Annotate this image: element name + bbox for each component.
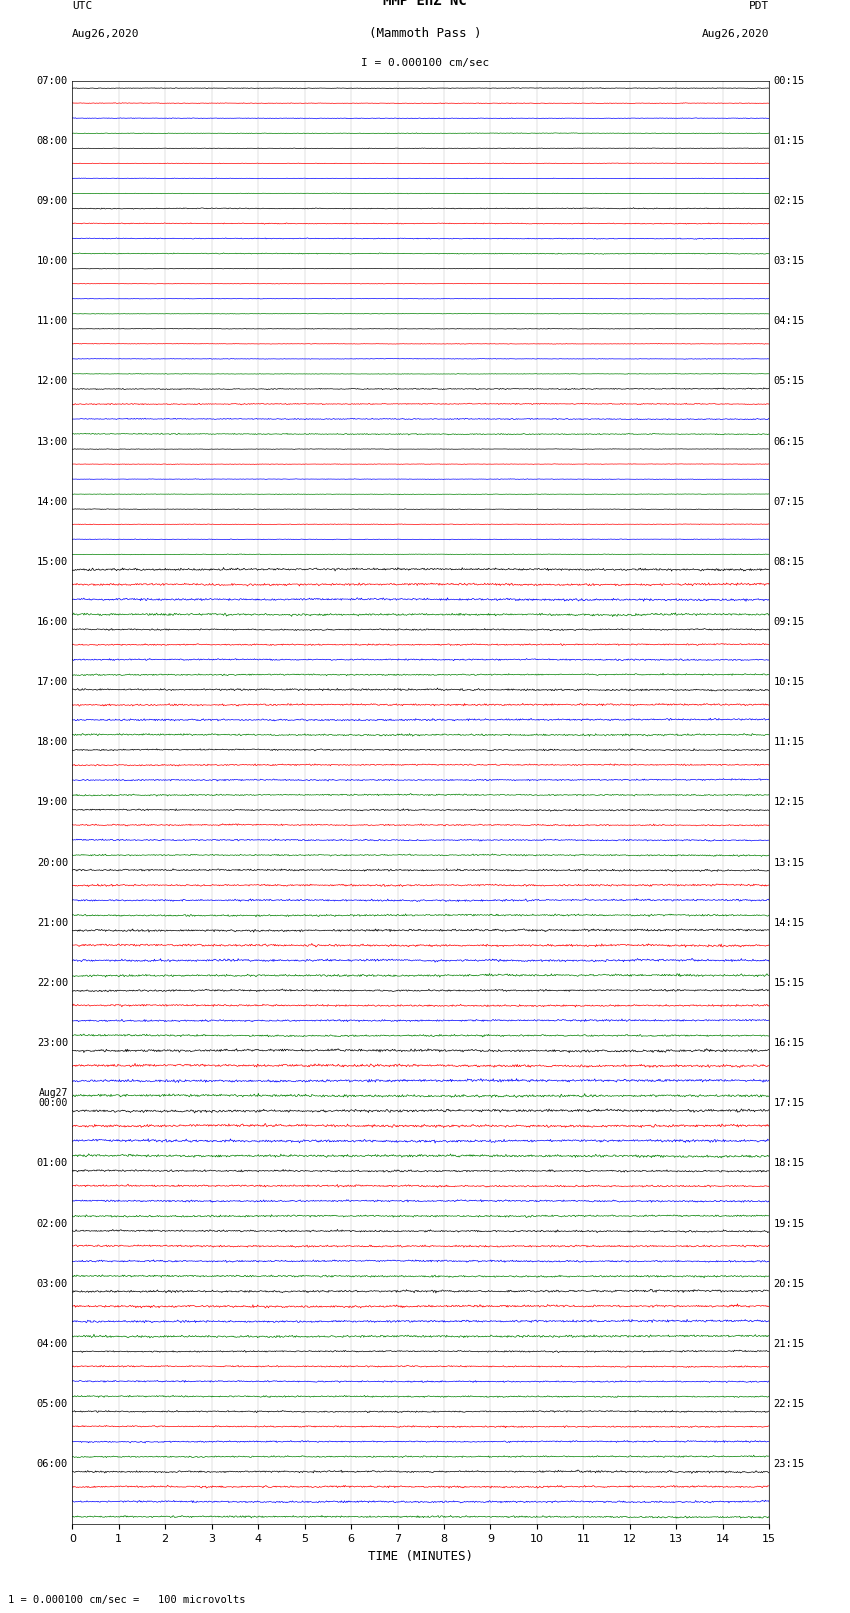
Text: 16:00: 16:00 xyxy=(37,618,68,627)
Text: 04:00: 04:00 xyxy=(37,1339,68,1348)
Text: 22:00: 22:00 xyxy=(37,977,68,987)
Text: 12:00: 12:00 xyxy=(37,376,68,387)
Text: MMP EHZ NC: MMP EHZ NC xyxy=(383,0,467,8)
Text: 01:15: 01:15 xyxy=(774,135,805,145)
Text: 12:15: 12:15 xyxy=(774,797,805,808)
Text: 05:15: 05:15 xyxy=(774,376,805,387)
Text: 13:00: 13:00 xyxy=(37,437,68,447)
Text: 23:00: 23:00 xyxy=(37,1039,68,1048)
Text: 07:15: 07:15 xyxy=(774,497,805,506)
Text: 06:00: 06:00 xyxy=(37,1460,68,1469)
Text: 00:15: 00:15 xyxy=(774,76,805,85)
Text: 11:15: 11:15 xyxy=(774,737,805,747)
Text: 09:00: 09:00 xyxy=(37,195,68,206)
Text: 08:15: 08:15 xyxy=(774,556,805,566)
Text: Aug27: Aug27 xyxy=(38,1089,68,1098)
Text: 14:00: 14:00 xyxy=(37,497,68,506)
Text: 05:00: 05:00 xyxy=(37,1398,68,1410)
Text: 18:15: 18:15 xyxy=(774,1158,805,1168)
Text: 16:15: 16:15 xyxy=(774,1039,805,1048)
Text: 06:15: 06:15 xyxy=(774,437,805,447)
Text: Aug26,2020: Aug26,2020 xyxy=(72,29,139,39)
Text: 22:15: 22:15 xyxy=(774,1398,805,1410)
X-axis label: TIME (MINUTES): TIME (MINUTES) xyxy=(368,1550,473,1563)
Text: 10:15: 10:15 xyxy=(774,677,805,687)
Text: 18:00: 18:00 xyxy=(37,737,68,747)
Text: 14:15: 14:15 xyxy=(774,918,805,927)
Text: 08:00: 08:00 xyxy=(37,135,68,145)
Text: 19:00: 19:00 xyxy=(37,797,68,808)
Text: 15:15: 15:15 xyxy=(774,977,805,987)
Text: 07:00: 07:00 xyxy=(37,76,68,85)
Text: 20:00: 20:00 xyxy=(37,858,68,868)
Text: 23:15: 23:15 xyxy=(774,1460,805,1469)
Text: 10:00: 10:00 xyxy=(37,256,68,266)
Text: 20:15: 20:15 xyxy=(774,1279,805,1289)
Text: 21:00: 21:00 xyxy=(37,918,68,927)
Text: 03:00: 03:00 xyxy=(37,1279,68,1289)
Text: 04:15: 04:15 xyxy=(774,316,805,326)
Text: 17:00: 17:00 xyxy=(37,677,68,687)
Text: 19:15: 19:15 xyxy=(774,1218,805,1229)
Text: 02:00: 02:00 xyxy=(37,1218,68,1229)
Text: 15:00: 15:00 xyxy=(37,556,68,566)
Text: 02:15: 02:15 xyxy=(774,195,805,206)
Text: 17:15: 17:15 xyxy=(774,1098,805,1108)
Text: 03:15: 03:15 xyxy=(774,256,805,266)
Text: UTC: UTC xyxy=(72,2,93,11)
Text: I = 0.000100 cm/sec: I = 0.000100 cm/sec xyxy=(361,58,489,68)
Text: (Mammoth Pass ): (Mammoth Pass ) xyxy=(369,27,481,40)
Text: 01:00: 01:00 xyxy=(37,1158,68,1168)
Text: 11:00: 11:00 xyxy=(37,316,68,326)
Text: PDT: PDT xyxy=(749,2,769,11)
Text: 1 = 0.000100 cm/sec =   100 microvolts: 1 = 0.000100 cm/sec = 100 microvolts xyxy=(8,1595,246,1605)
Text: 13:15: 13:15 xyxy=(774,858,805,868)
Text: 09:15: 09:15 xyxy=(774,618,805,627)
Text: 00:00: 00:00 xyxy=(38,1098,68,1108)
Text: Aug26,2020: Aug26,2020 xyxy=(702,29,769,39)
Text: 21:15: 21:15 xyxy=(774,1339,805,1348)
